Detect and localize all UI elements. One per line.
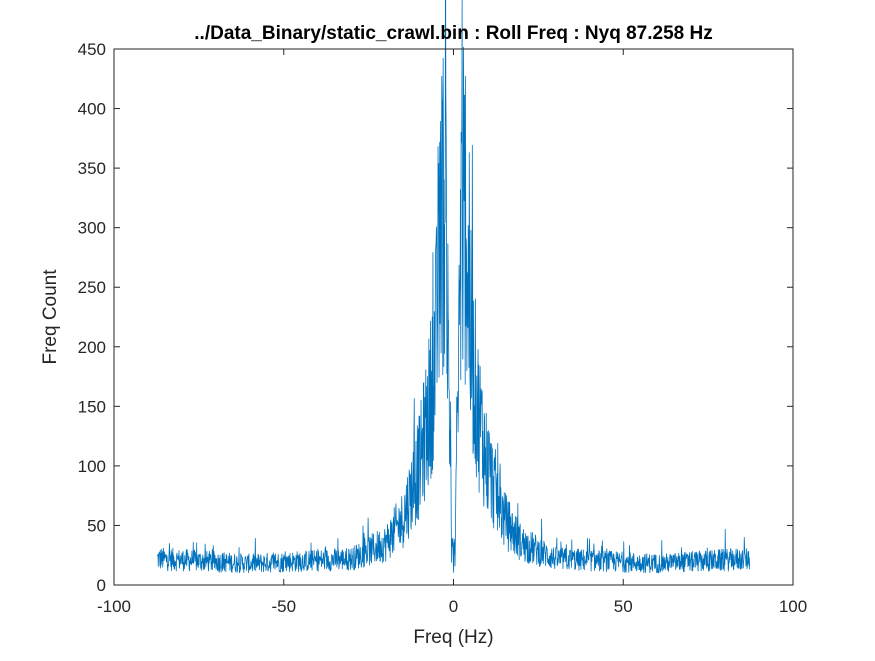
x-tick-label: -100 bbox=[97, 597, 131, 616]
y-tick-label: 350 bbox=[78, 159, 106, 178]
y-tick-label: 300 bbox=[78, 219, 106, 238]
y-tick-label: 250 bbox=[78, 278, 106, 297]
y-tick-label: 400 bbox=[78, 100, 106, 119]
plot-area bbox=[114, 49, 793, 585]
x-tick-label: -50 bbox=[271, 597, 296, 616]
y-axis-label: Freq Count bbox=[40, 269, 61, 365]
chart-title: ../Data_Binary/static_crawl.bin : Roll F… bbox=[194, 23, 712, 44]
y-axis: 0 50 100 150 200 250 300 350 400 450 bbox=[78, 40, 793, 595]
y-tick-label: 150 bbox=[78, 397, 106, 416]
y-tick-label: 100 bbox=[78, 457, 106, 476]
y-tick-label: 50 bbox=[87, 516, 106, 535]
x-tick-label: 0 bbox=[449, 597, 458, 616]
y-tick-label: 200 bbox=[78, 338, 106, 357]
series-layer bbox=[156, 0, 751, 574]
y-tick-label: 0 bbox=[97, 576, 106, 595]
spectrum-line bbox=[156, 0, 751, 574]
x-axis-label: Freq (Hz) bbox=[413, 627, 493, 648]
x-tick-label: 50 bbox=[614, 597, 633, 616]
x-axis: -100 -50 0 50 100 bbox=[97, 49, 807, 616]
x-tick-label: 100 bbox=[779, 597, 807, 616]
y-tick-label: 450 bbox=[78, 40, 106, 59]
